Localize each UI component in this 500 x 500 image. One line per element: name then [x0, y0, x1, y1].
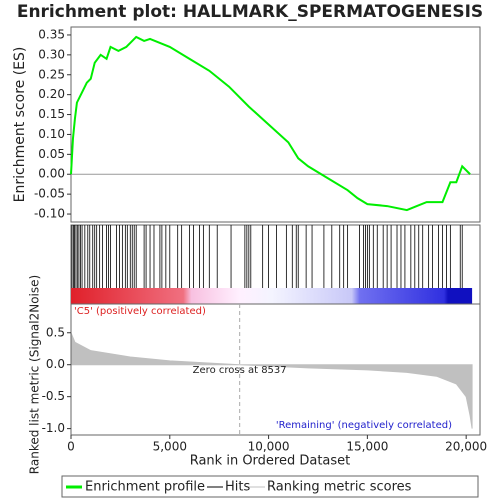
x-tick-label: 5,000 — [153, 440, 187, 454]
y-tick-label: -0.05 — [34, 187, 65, 201]
legend-label: Enrichment profile — [85, 480, 205, 495]
metric-area — [70, 332, 473, 429]
x-tick-label: 15,000 — [346, 440, 388, 454]
x-tick-label: 20,000 — [445, 440, 487, 454]
y-tick-label: 0.0 — [46, 357, 65, 371]
chart-title: Enrichment plot: HALLMARK_SPERMATOGENESI… — [17, 2, 483, 22]
y-axis-label: Enrichment score (ES) — [12, 47, 28, 203]
y-tick-label: 0.5 — [46, 325, 65, 339]
legend-label: Hits — [225, 480, 250, 495]
legend-label: Ranking metric scores — [267, 480, 412, 495]
y-tick-label: -0.10 — [34, 207, 65, 221]
y-tick-label: 0.00 — [38, 167, 65, 181]
x-tick-label: 0 — [67, 440, 75, 454]
legend-box — [61, 475, 479, 498]
y-tick-label: 0.10 — [38, 127, 65, 141]
color-bar — [71, 288, 473, 304]
x-axis-label: Rank in Ordered Dataset — [190, 454, 351, 469]
y-tick-label: 0.30 — [38, 47, 65, 61]
y-tick-label: 0.15 — [38, 107, 65, 121]
neg-label: 'Remaining' (negatively correlated) — [276, 420, 452, 431]
enrichment-line — [70, 35, 471, 212]
y-tick-label: -0.5 — [42, 389, 65, 403]
plot-frame — [70, 26, 481, 223]
y-tick-label: 0.20 — [38, 87, 65, 101]
y-tick-label: 0.25 — [38, 67, 65, 81]
zero-cross-label: Zero cross at 8537 — [193, 365, 287, 376]
y-axis-label: Ranked list metric (Signal2Noise) — [28, 275, 42, 474]
y-tick-label: 0.05 — [38, 147, 65, 161]
y-tick-label: -1.0 — [42, 421, 65, 435]
plot-frame — [70, 303, 481, 436]
x-tick-label: 10,000 — [248, 440, 290, 454]
pos-label: 'C5' (positively correlated) — [74, 306, 206, 317]
y-tick-label: 0.35 — [38, 27, 65, 41]
